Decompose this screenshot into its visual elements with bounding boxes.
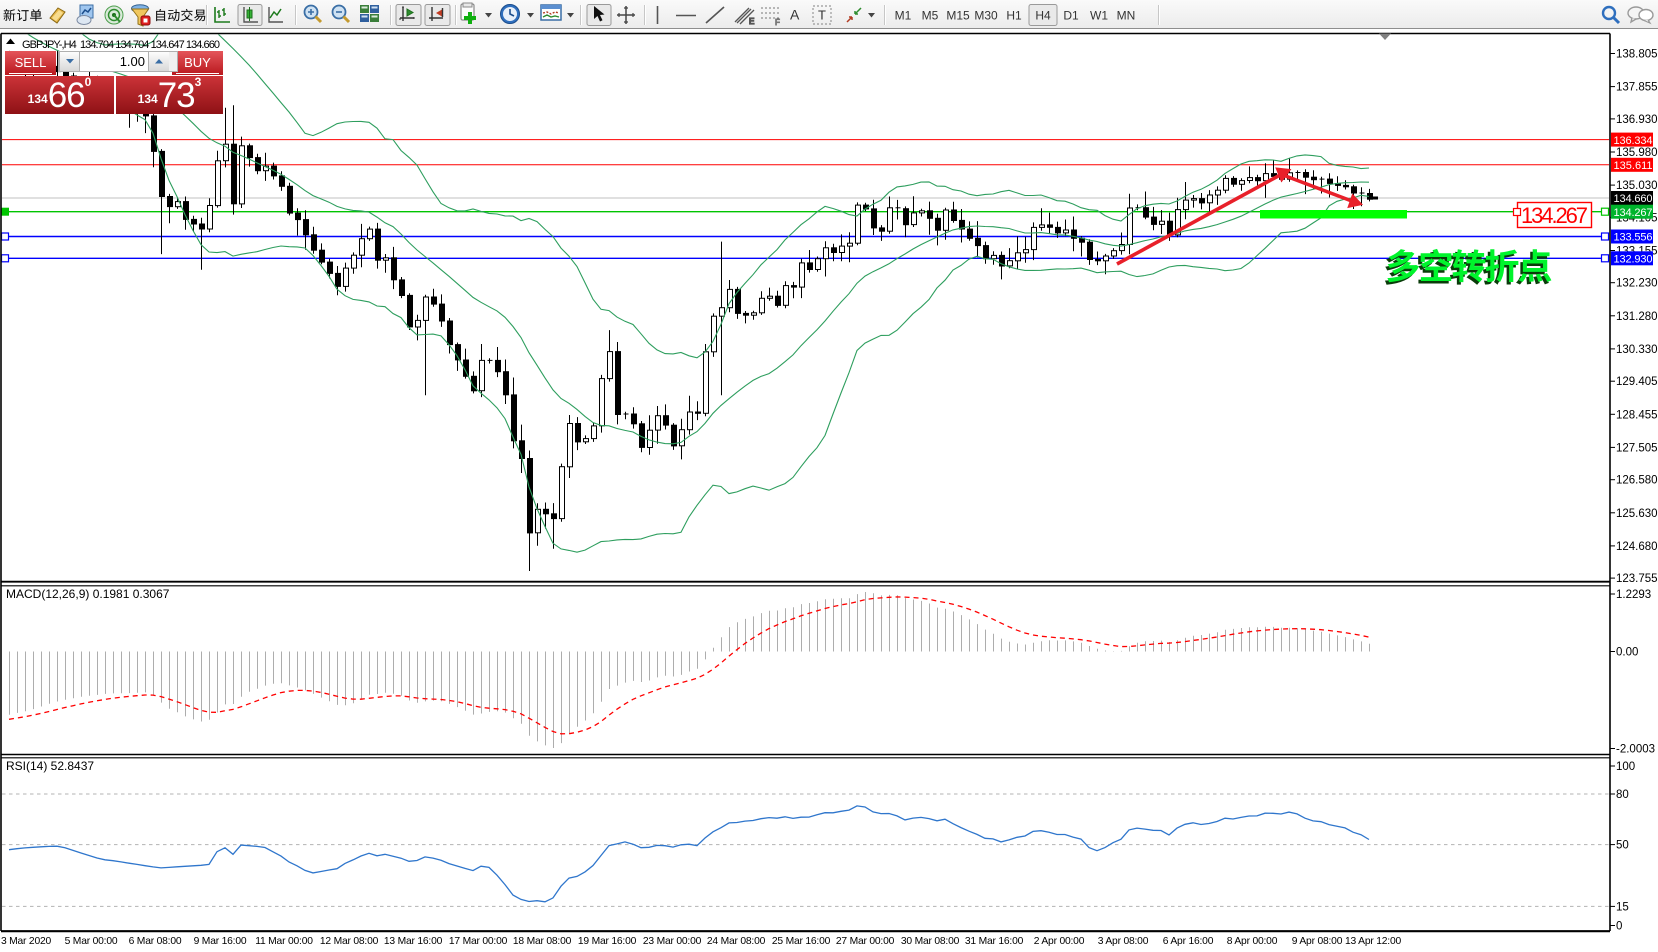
svg-text:27 Mar 00:00: 27 Mar 00:00	[836, 936, 895, 947]
svg-text:3 Apr 08:00: 3 Apr 08:00	[1098, 936, 1149, 947]
svg-text:M5: M5	[922, 9, 939, 23]
svg-text:129.405: 129.405	[1616, 376, 1658, 388]
svg-text:1.2293: 1.2293	[1616, 589, 1651, 601]
svg-text:18 Mar 08:00: 18 Mar 08:00	[513, 936, 572, 947]
svg-text:8 Apr 00:00: 8 Apr 00:00	[1227, 936, 1278, 947]
svg-text:31 Mar 16:00: 31 Mar 16:00	[965, 936, 1024, 947]
svg-text:126.580: 126.580	[1616, 475, 1658, 487]
svg-text:M1: M1	[895, 9, 912, 23]
svg-text:9 Mar 16:00: 9 Mar 16:00	[194, 936, 247, 947]
svg-text:17 Mar 00:00: 17 Mar 00:00	[449, 936, 508, 947]
svg-text:134.267: 134.267	[1614, 207, 1653, 219]
svg-text:W1: W1	[1090, 9, 1108, 23]
svg-text:23 Mar 00:00: 23 Mar 00:00	[643, 936, 702, 947]
svg-text:135.980: 135.980	[1616, 147, 1658, 159]
svg-text:0.00: 0.00	[1616, 647, 1638, 659]
svg-text:A: A	[790, 7, 800, 23]
svg-text:5 Mar 00:00: 5 Mar 00:00	[65, 936, 118, 947]
svg-text:132.930: 132.930	[1614, 254, 1653, 266]
svg-text:24 Mar 08:00: 24 Mar 08:00	[707, 936, 766, 947]
svg-text:137.855: 137.855	[1616, 82, 1658, 94]
svg-text:134.267: 134.267	[1521, 203, 1588, 228]
svg-text:136.334: 136.334	[1614, 135, 1653, 147]
svg-text:138.805: 138.805	[1616, 49, 1658, 61]
svg-text:11 Mar 00:00: 11 Mar 00:00	[255, 936, 313, 947]
svg-text:2 Apr 00:00: 2 Apr 00:00	[1034, 936, 1085, 947]
svg-text:13 Apr 12:00: 13 Apr 12:00	[1345, 936, 1401, 947]
svg-text:100: 100	[1616, 761, 1635, 773]
svg-text:13 Mar 16:00: 13 Mar 16:00	[384, 936, 443, 947]
svg-text:124.680: 124.680	[1616, 541, 1658, 553]
svg-text:GBPJPY-,H4 134.704 134.704 13: GBPJPY-,H4 134.704 134.704 134.647 134.6…	[22, 39, 220, 51]
svg-text:E: E	[749, 17, 754, 26]
svg-text:MACD(12,26,9) 0.1981 0.3067: MACD(12,26,9) 0.1981 0.3067	[6, 587, 170, 601]
svg-text:50: 50	[1616, 840, 1629, 852]
svg-text:123.755: 123.755	[1616, 573, 1658, 585]
svg-text:132.230: 132.230	[1616, 278, 1658, 290]
svg-text:135.611: 135.611	[1614, 160, 1653, 172]
svg-text:0: 0	[1616, 921, 1622, 933]
svg-text:M30: M30	[974, 9, 998, 23]
svg-text:128.455: 128.455	[1616, 409, 1658, 421]
svg-text:131.280: 131.280	[1616, 311, 1658, 323]
svg-text:12 Mar 08:00: 12 Mar 08:00	[320, 936, 379, 947]
svg-text:25 Mar 16:00: 25 Mar 16:00	[772, 936, 831, 947]
svg-text:135.030: 135.030	[1616, 180, 1658, 192]
svg-text:MN: MN	[1117, 9, 1136, 23]
svg-text:3 Mar 2020: 3 Mar 2020	[1, 936, 52, 947]
svg-text:133.556: 133.556	[1614, 232, 1653, 244]
svg-text:15: 15	[1616, 901, 1629, 913]
svg-text:H4: H4	[1035, 9, 1051, 23]
svg-text:130.330: 130.330	[1616, 344, 1658, 356]
svg-text:6 Mar 08:00: 6 Mar 08:00	[129, 936, 182, 947]
svg-text:9 Apr 08:00: 9 Apr 08:00	[1292, 936, 1343, 947]
svg-text:80: 80	[1616, 789, 1629, 801]
svg-text:6 Apr 16:00: 6 Apr 16:00	[1163, 936, 1214, 947]
svg-text:134.660: 134.660	[1614, 193, 1653, 205]
svg-text:30 Mar 08:00: 30 Mar 08:00	[901, 936, 960, 947]
svg-text:T: T	[818, 8, 826, 23]
svg-text:127.505: 127.505	[1616, 442, 1658, 454]
svg-text:-2.0003: -2.0003	[1616, 744, 1655, 756]
svg-text:125.630: 125.630	[1616, 508, 1658, 520]
svg-text:RSI(14) 52.8437: RSI(14) 52.8437	[6, 759, 94, 773]
svg-text:F: F	[775, 18, 780, 27]
svg-text:19 Mar 16:00: 19 Mar 16:00	[578, 936, 637, 947]
svg-text:H1: H1	[1006, 9, 1022, 23]
svg-text:136.930: 136.930	[1616, 114, 1658, 126]
svg-text:M15: M15	[946, 9, 970, 23]
svg-text:D1: D1	[1063, 9, 1079, 23]
